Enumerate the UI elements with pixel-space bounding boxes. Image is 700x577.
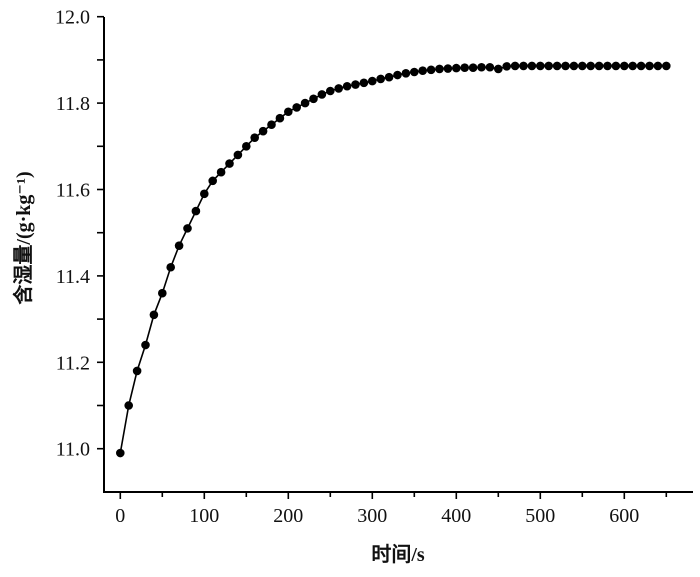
data-point	[326, 86, 335, 96]
data-point	[376, 74, 386, 84]
data-point	[393, 70, 402, 80]
data-point	[494, 64, 503, 74]
x-tick-label: 600	[609, 505, 639, 527]
data-point	[578, 61, 587, 71]
data-point	[116, 448, 125, 458]
axes	[103, 17, 693, 493]
data-point	[653, 61, 663, 71]
data-point	[292, 103, 302, 112]
data-point	[132, 366, 142, 376]
data-point	[317, 90, 327, 99]
data-point	[334, 84, 344, 93]
data-point	[468, 63, 478, 72]
data-point	[267, 120, 276, 129]
data-point	[586, 61, 595, 71]
data-point	[275, 113, 285, 123]
data-point	[351, 80, 360, 89]
x-tick-label: 500	[525, 505, 555, 527]
data-point	[502, 62, 512, 71]
data-point	[569, 61, 579, 71]
data-point	[368, 76, 377, 86]
x-tick-label: 100	[189, 505, 219, 527]
data-point	[225, 159, 234, 168]
data-point	[141, 340, 150, 350]
data-point	[527, 61, 537, 71]
data-point	[510, 61, 520, 71]
data-point	[620, 61, 629, 71]
data-point	[628, 61, 637, 71]
data-point	[452, 63, 461, 73]
data-point	[536, 61, 545, 71]
data-point	[233, 150, 243, 160]
data-point	[561, 61, 570, 71]
data-point	[426, 65, 436, 75]
y-tick-label: 11.0	[56, 439, 90, 461]
data-point	[149, 310, 159, 320]
data-point	[183, 224, 192, 233]
x-tick-label: 200	[273, 505, 303, 527]
data-point	[645, 61, 654, 71]
data-point	[384, 72, 394, 82]
data-point	[191, 206, 201, 216]
data-point	[250, 133, 259, 142]
data-point	[216, 167, 226, 177]
x-axis-title: 时间/s	[371, 543, 425, 566]
y-tick-label: 12.0	[55, 7, 90, 29]
data-point	[174, 241, 184, 250]
data-point	[477, 62, 486, 72]
y-tick-label: 11.6	[56, 180, 90, 202]
data-point	[443, 64, 453, 73]
data-point	[258, 126, 268, 136]
x-tick-label: 300	[357, 505, 387, 527]
x-tick-label: 400	[441, 505, 471, 527]
data-point	[208, 176, 217, 186]
data-point	[544, 61, 553, 71]
data-point	[300, 98, 310, 108]
data-point	[200, 189, 209, 199]
y-axis-title: 含湿量/(g·kg⁻¹)	[11, 171, 35, 304]
data-point	[242, 142, 251, 151]
series-line	[119, 65, 667, 454]
data-point	[485, 62, 495, 72]
data-point	[519, 61, 528, 71]
data-point	[594, 61, 604, 71]
data-points	[116, 61, 671, 458]
data-point	[552, 61, 562, 71]
y-tick-label: 11.4	[56, 266, 90, 288]
data-point	[611, 61, 621, 71]
data-point	[309, 94, 318, 104]
data-point	[435, 64, 444, 74]
data-point	[359, 78, 369, 88]
data-point	[662, 61, 671, 71]
data-point	[342, 81, 352, 91]
y-tick-label: 11.8	[56, 93, 90, 115]
data-point	[284, 107, 293, 117]
data-point	[418, 66, 428, 75]
data-point	[166, 262, 175, 272]
ticks: 0 100 200 300 400 500 600 11.0 11.2 11.4 11.6 11.8 1…	[55, 7, 668, 527]
data-point	[124, 401, 133, 410]
data-point	[460, 63, 470, 72]
y-tick-label: 11.2	[56, 352, 90, 374]
data-point	[158, 288, 167, 298]
data-point	[410, 67, 419, 77]
x-tick-label: 0	[115, 505, 125, 527]
data-point	[603, 61, 612, 71]
data-point	[401, 68, 411, 78]
data-point	[636, 61, 646, 71]
